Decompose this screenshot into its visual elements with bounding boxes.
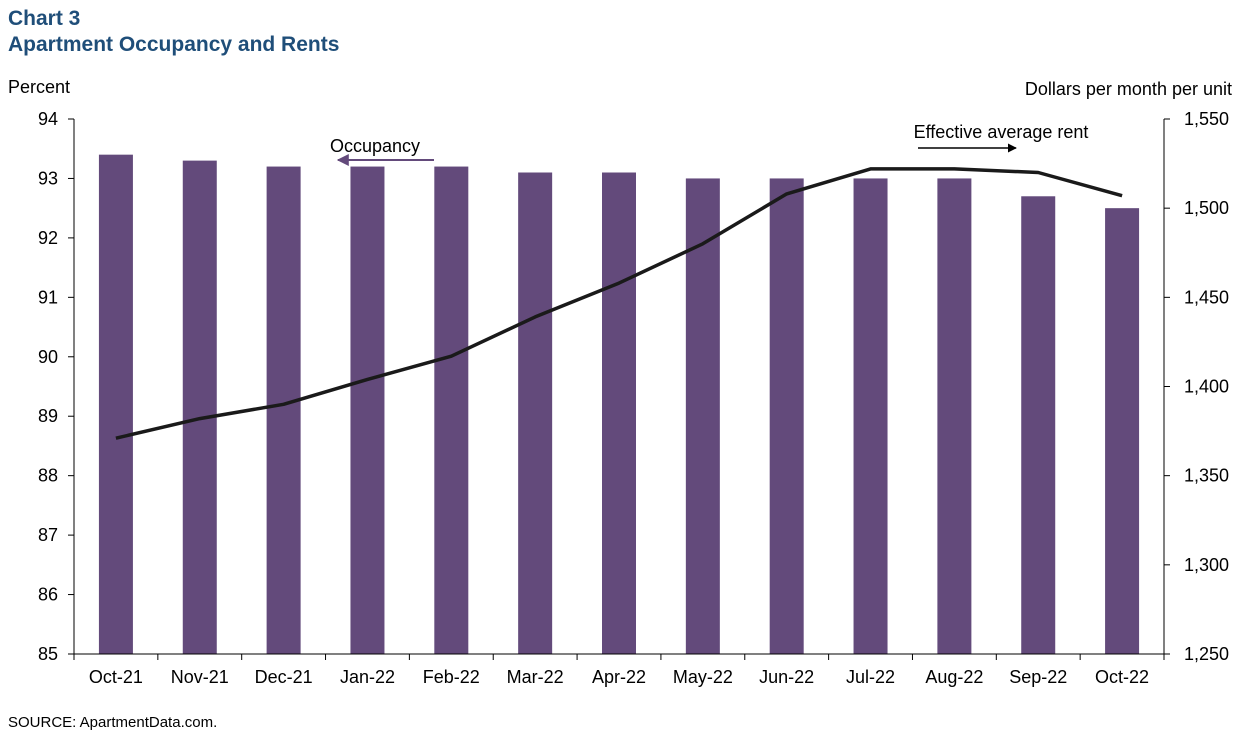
occupancy-bar (98, 154, 133, 654)
y-right-tick-label: 1,350 (1184, 466, 1229, 486)
chart-label: Chart 3 (8, 7, 81, 30)
title-block: Chart 3 Apartment Occupancy and Rents (8, 6, 339, 58)
occupancy-bar (769, 178, 804, 654)
occupancy-bar (853, 178, 888, 654)
occupancy-bar (685, 178, 720, 654)
y-left-tick-label: 86 (38, 585, 58, 605)
y-left-tick-label: 91 (38, 287, 58, 307)
y-left-tick-label: 93 (38, 168, 58, 188)
occupancy-bar (602, 172, 636, 654)
y-left-tick-label: 87 (38, 525, 58, 545)
x-tick-label: May-22 (673, 667, 733, 687)
y-left-tick-label: 88 (38, 466, 58, 486)
x-tick-label: Oct-21 (89, 667, 143, 687)
x-tick-label: Jul-22 (846, 667, 895, 687)
x-tick-label: Sep-22 (1009, 667, 1067, 687)
y-left-tick-label: 85 (38, 644, 58, 664)
y-left-tick-label: 92 (38, 228, 58, 248)
occupancy-annotation-label: Occupancy (330, 136, 420, 156)
chart-title: Apartment Occupancy and Rents (8, 33, 340, 56)
x-tick-label: Jan-22 (340, 667, 395, 687)
occupancy-bar (434, 166, 469, 655)
y-left-axis-title: Percent (8, 77, 71, 97)
x-tick-label: Jun-22 (759, 667, 814, 687)
y-left-tick-label: 89 (38, 406, 58, 426)
y-right-tick-label: 1,400 (1184, 377, 1229, 397)
occupancy-bar (182, 160, 217, 654)
rent-line (115, 167, 1123, 440)
x-tick-label: Dec-21 (255, 667, 313, 687)
occupancy-bar (937, 178, 972, 654)
occupancy-bar (266, 166, 301, 655)
y-left-tick-label: 90 (38, 347, 58, 367)
x-tick-label: Aug-22 (925, 667, 983, 687)
y-right-tick-label: 1,550 (1184, 109, 1229, 129)
x-tick-label: Nov-21 (171, 667, 229, 687)
x-tick-label: Oct-22 (1095, 667, 1149, 687)
y-right-tick-label: 1,250 (1184, 644, 1229, 664)
occupancy-bar (350, 166, 385, 655)
y-left-tick-label: 94 (38, 109, 58, 129)
x-tick-label: Mar-22 (507, 667, 564, 687)
occupancy-bar (1021, 196, 1056, 654)
x-tick-label: Apr-22 (592, 667, 646, 687)
y-right-tick-label: 1,300 (1184, 555, 1229, 575)
y-right-tick-label: 1,500 (1184, 198, 1229, 218)
x-tick-label: Feb-22 (423, 667, 480, 687)
occupancy-bar (518, 172, 553, 654)
rent-annotation-label: Effective average rent (914, 122, 1089, 142)
y-right-tick-label: 1,450 (1184, 287, 1229, 307)
y-right-axis-title: Dollars per month per unit (1024, 79, 1232, 99)
occupancy-bar (1105, 208, 1140, 654)
source-note: SOURCE: ApartmentData.com. (8, 714, 218, 731)
